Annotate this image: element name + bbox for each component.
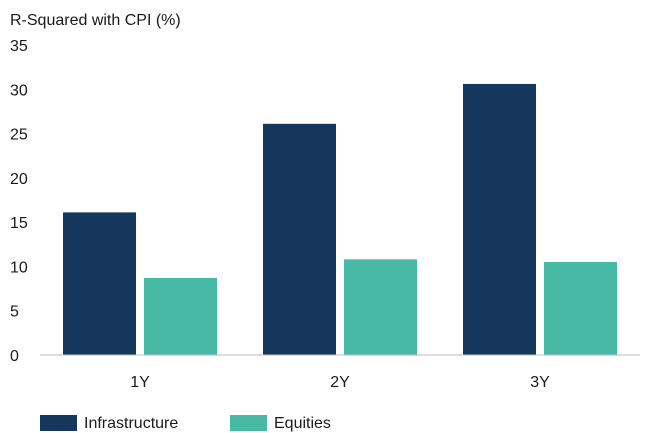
legend-swatch-equities <box>230 415 267 431</box>
legend: Infrastructure Equities <box>40 415 331 432</box>
legend-swatch-infrastructure <box>40 415 77 431</box>
y-tick-label: 25 <box>10 127 28 144</box>
y-axis-ticks: 0 5 10 15 20 25 30 35 <box>10 38 28 365</box>
x-tick-label: 2Y <box>330 374 350 391</box>
bar-equities-1y <box>144 277 217 355</box>
bars <box>63 83 617 355</box>
y-tick-label: 30 <box>10 82 28 99</box>
bar-infrastructure-1y <box>63 212 136 355</box>
y-axis-label: R-Squared with CPI (%) <box>10 12 181 29</box>
y-tick-label: 20 <box>10 171 28 188</box>
legend-label-equities: Equities <box>274 415 331 432</box>
x-tick-label: 3Y <box>530 374 550 391</box>
bar-infrastructure-3y <box>463 83 536 355</box>
bar-equities-2y <box>344 259 417 355</box>
x-tick-label: 1Y <box>130 374 150 391</box>
bar-equities-3y <box>544 262 617 355</box>
bar-infrastructure-2y <box>263 123 336 355</box>
y-tick-label: 15 <box>10 215 28 232</box>
x-axis-tick-labels: 1Y 2Y 3Y <box>130 374 550 391</box>
y-tick-label: 35 <box>10 38 28 55</box>
y-tick-label: 5 <box>10 304 19 321</box>
y-tick-label: 0 <box>10 348 19 365</box>
legend-label-infrastructure: Infrastructure <box>84 415 178 432</box>
y-tick-label: 10 <box>10 259 28 276</box>
